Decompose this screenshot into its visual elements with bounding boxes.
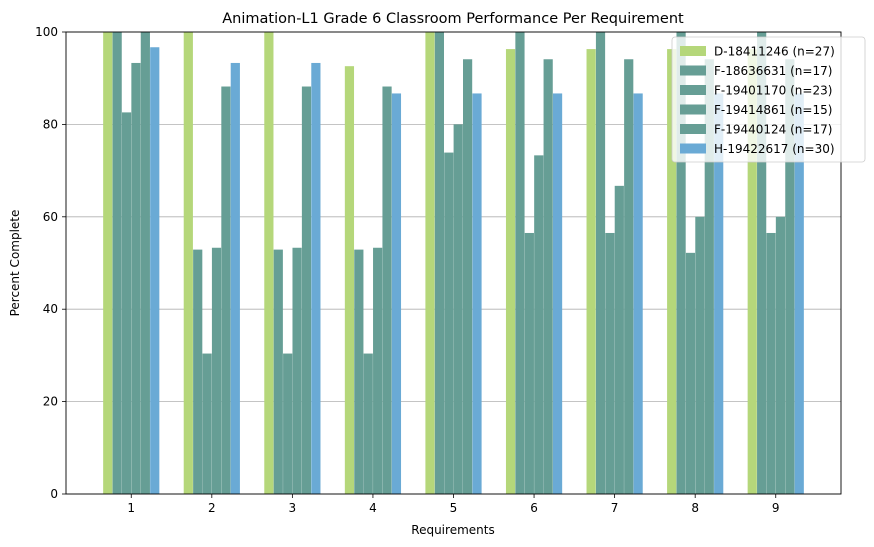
bar-series-2-req-7 [595,32,606,494]
x-tick-label: 7 [611,501,619,515]
legend-label: H-19422617 (n=30) [714,142,835,156]
bar-series-6-req-5 [472,93,482,495]
bar-series-6-req-4 [391,93,402,495]
bar-series-2-req-8 [676,32,686,494]
legend-swatch [680,143,706,154]
bar-series-5-req-9 [785,59,795,495]
bar-series-3-req-7 [605,232,615,494]
bar-series-4-req-3 [292,247,302,494]
bar-series-1-req-6 [505,49,516,495]
bar-series-1-req-1 [103,32,113,494]
bar-series-2-req-2 [193,249,203,494]
x-tick-label: 1 [127,501,135,515]
bar-series-4-req-6 [534,155,544,494]
legend-swatch [680,46,706,56]
y-tick-label: 0 [50,487,58,501]
x-tick-label: 5 [450,501,458,515]
bar-series-6-req-6 [552,93,563,495]
y-axis-label: Percent Complete [8,210,22,317]
bar-series-1-req-3 [264,32,274,494]
bar-series-1-req-7 [586,49,596,495]
legend-swatch [680,65,706,76]
bar-series-1-req-5 [425,32,435,494]
bar-series-6-req-3 [311,62,321,494]
bar-series-2-req-4 [354,249,364,494]
bar-series-4-req-1 [131,62,141,494]
bar-series-3-req-2 [202,353,212,494]
bar-series-3-req-8 [685,252,696,494]
bar-series-5-req-5 [463,59,473,495]
bar-series-2-req-5 [434,32,444,494]
bar-series-2-req-3 [273,249,283,494]
x-tick-label: 9 [772,501,780,515]
bar-series-6-req-9 [794,93,804,495]
bar-series-5-req-4 [382,86,392,495]
legend-swatch [680,85,706,95]
legend-box [671,36,866,163]
bar-series-6-req-2 [230,62,240,494]
bar-series-3-req-3 [283,353,293,494]
y-tick-label: 100 [35,25,58,39]
bar-series-3-req-5 [444,152,454,494]
ticks: 0 20 40 60 80 100 1 2 3 4 5 6 7 8 9 [35,25,779,515]
bar-series-4-req-7 [614,185,624,494]
bar-series-1-req-2 [183,32,193,494]
legend-swatch [680,104,706,115]
x-tick-label: 3 [289,501,297,515]
bar-series-3-req-1 [121,112,132,494]
bar-series-6-req-1 [150,47,160,494]
bar-series-5-req-2 [221,86,231,495]
x-tick-label: 8 [691,501,699,515]
bar-series-5-req-8 [704,59,714,495]
bar-series-2-req-1 [112,32,122,494]
bar-series-3-req-9 [766,232,776,494]
bar-series-1-req-9 [747,49,757,495]
bar-series-6-req-8 [714,93,724,495]
x-tick-label: 4 [369,501,377,515]
bar-series-5-req-6 [543,59,553,495]
bar-series-1-req-8 [667,49,677,495]
x-tick-label: 6 [530,501,538,515]
x-tick-label: 2 [208,501,216,515]
chart-title: Animation-L1 Grade 6 Classroom Performan… [222,11,684,27]
bar-series-4-req-5 [453,124,463,495]
bar-series-5-req-3 [301,86,312,495]
bar-series-4-req-2 [211,247,222,494]
legend-label: F-18636631 (n=17) [714,64,832,78]
bar-series-4-req-9 [775,216,786,495]
y-tick-label: 80 [43,117,58,131]
x-axis-label: Requirements [411,523,494,537]
bar-series-5-req-7 [624,59,634,495]
legend-label: F-19414861 (n=15) [714,103,832,117]
bar-series-5-req-1 [140,32,150,494]
bar-series-3-req-4 [363,353,373,494]
y-tick-label: 60 [43,210,58,224]
y-tick-label: 40 [43,302,58,316]
legend-label: D-18411246 (n=27) [714,45,835,59]
bars [103,32,804,495]
bar-series-6-req-7 [633,93,643,495]
y-tick-label: 20 [43,395,58,409]
bar-series-1-req-4 [344,66,355,495]
bar-series-2-req-9 [757,32,767,494]
bar-series-4-req-8 [695,216,705,495]
legend-label: F-19401170 (n=23) [714,84,832,98]
bar-series-3-req-6 [524,232,534,494]
legend: D-18411246 (n=27) F-18636631 (n=17) F-1940… [671,36,866,163]
bar-series-2-req-6 [515,32,525,494]
legend-label: F-19440124 (n=17) [714,123,832,137]
bar-series-4-req-4 [373,247,383,494]
legend-swatch [680,124,706,134]
